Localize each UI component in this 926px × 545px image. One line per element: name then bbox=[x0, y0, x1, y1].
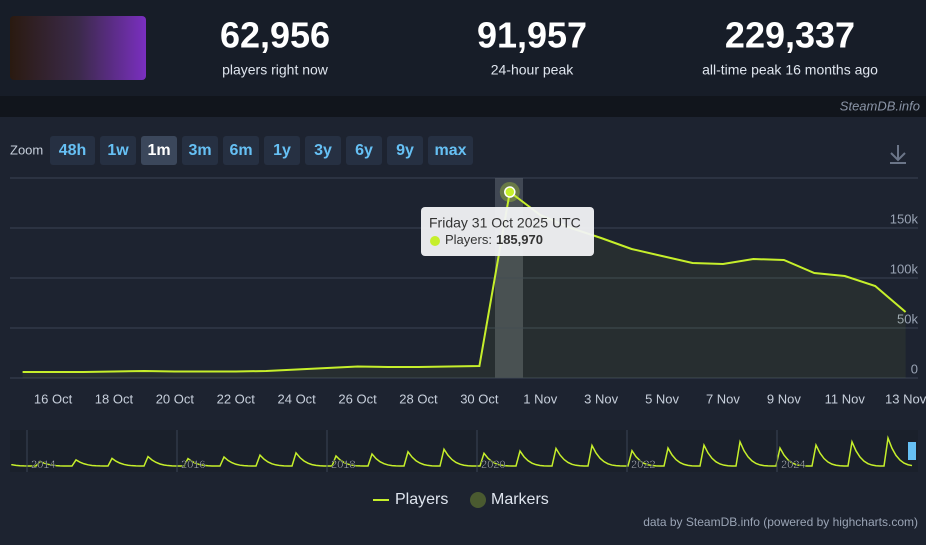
x-tick-label: 26 Oct bbox=[338, 391, 377, 406]
stat-label: 24-hour peak bbox=[491, 62, 575, 78]
tooltip-title: Friday 31 Oct 2025 UTC bbox=[429, 215, 581, 231]
zoom-button[interactable] bbox=[387, 136, 423, 165]
navigator-label: 2024 bbox=[781, 459, 805, 471]
y-tick-label: 150k bbox=[890, 211, 919, 226]
x-tick-label: 16 Oct bbox=[34, 391, 73, 406]
zoom-button[interactable] bbox=[100, 136, 136, 165]
x-tick-label: 20 Oct bbox=[156, 391, 195, 406]
x-tick-label: 22 Oct bbox=[217, 391, 256, 406]
zoom-button[interactable] bbox=[264, 136, 300, 165]
series-line bbox=[22, 190, 907, 373]
zoom-button[interactable] bbox=[141, 136, 177, 165]
download-icon[interactable] bbox=[890, 145, 906, 164]
tooltip-dot bbox=[430, 236, 440, 246]
navigator-handle[interactable] bbox=[908, 442, 916, 460]
x-tick-label: 11 Nov bbox=[825, 391, 866, 406]
navigator-label: 2018 bbox=[331, 459, 355, 471]
x-tick-label: 30 Oct bbox=[460, 391, 499, 406]
x-tick-label: 18 Oct bbox=[95, 391, 134, 406]
tooltip-value: 185,970 bbox=[496, 232, 543, 247]
game-logo bbox=[10, 16, 146, 80]
navigator-label: 2014 bbox=[31, 459, 55, 471]
stat-value: 62,956 bbox=[220, 15, 330, 56]
tooltip-line: Players: 185,970 bbox=[445, 232, 543, 247]
zoom-button[interactable] bbox=[182, 136, 218, 165]
y-tick-label: 0 bbox=[911, 361, 918, 376]
zoom-button-label[interactable]: 6y bbox=[355, 142, 373, 159]
tooltip-box bbox=[421, 207, 594, 256]
zoom-button-label[interactable]: 6m bbox=[229, 142, 252, 159]
x-tick-label: 1 Nov bbox=[523, 391, 557, 406]
navigator-label: 2016 bbox=[181, 459, 205, 471]
area bbox=[22, 192, 906, 378]
x-tick-label: 7 Nov bbox=[706, 391, 740, 406]
zoom-button[interactable] bbox=[346, 136, 382, 165]
stat-value: 91,957 bbox=[477, 15, 587, 56]
zoom-button-label[interactable]: 3y bbox=[314, 142, 332, 159]
zoom-button-label[interactable]: 48h bbox=[59, 142, 87, 159]
legend-label[interactable]: Markers bbox=[491, 491, 549, 508]
x-tick-label: 3 Nov bbox=[584, 391, 618, 406]
stat-label: players right now bbox=[222, 62, 329, 78]
zoom-button[interactable] bbox=[428, 136, 473, 165]
credit: data by SteamDB.info (powered by highcha… bbox=[643, 515, 918, 529]
zoom-button-label[interactable]: 1m bbox=[147, 142, 170, 159]
y-tick-label: 100k bbox=[890, 261, 919, 276]
x-tick-label: 28 Oct bbox=[399, 391, 438, 406]
zoom-button-label[interactable]: 9y bbox=[396, 142, 414, 159]
zoom-button[interactable] bbox=[305, 136, 341, 165]
hover-point bbox=[504, 186, 516, 198]
zoom-button-label[interactable]: 3m bbox=[188, 142, 211, 159]
x-tick-label: 9 Nov bbox=[767, 391, 801, 406]
x-tick-label: 24 Oct bbox=[278, 391, 317, 406]
stat-label: all-time peak 16 months ago bbox=[702, 62, 878, 78]
zoom-label: Zoom bbox=[10, 142, 43, 157]
legend-label[interactable]: Players bbox=[395, 491, 448, 508]
x-tick-label: 5 Nov bbox=[645, 391, 679, 406]
zoom-button-label[interactable]: 1w bbox=[107, 142, 129, 159]
y-tick-label: 50k bbox=[897, 311, 918, 326]
zoom-button[interactable] bbox=[50, 136, 95, 165]
stat-value: 229,337 bbox=[725, 15, 855, 56]
legend-marker bbox=[470, 492, 486, 508]
navigator-line bbox=[11, 435, 913, 467]
zoom-button[interactable] bbox=[223, 136, 259, 165]
watermark: SteamDB.info bbox=[840, 98, 920, 113]
tooltip-label: Players: bbox=[445, 232, 492, 247]
zoom-button-label[interactable]: 1y bbox=[273, 142, 291, 159]
navigator-label: 2020 bbox=[481, 459, 505, 471]
header-bg bbox=[0, 0, 926, 96]
navigator-label: 2022 bbox=[631, 459, 655, 471]
watermark-band bbox=[0, 96, 926, 117]
zoom-button-label[interactable]: max bbox=[434, 142, 466, 159]
x-tick-label: 13 Nov bbox=[885, 391, 926, 406]
